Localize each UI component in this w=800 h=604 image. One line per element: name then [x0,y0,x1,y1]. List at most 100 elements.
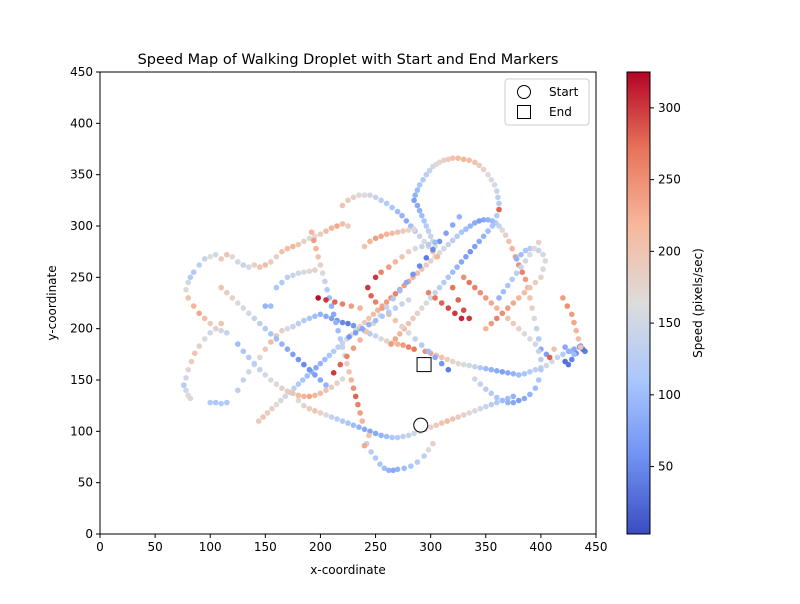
data-point [488,300,495,306]
data-point [564,303,571,309]
data-point [455,155,462,161]
data-point [361,426,368,433]
data-point [229,253,236,260]
x-tick-label: 400 [529,540,552,554]
data-point [365,284,371,291]
data-point [438,360,445,367]
data-point [317,410,324,416]
data-point [495,194,501,201]
data-point [201,315,208,322]
data-point [394,208,401,215]
data-point [279,341,285,347]
data-point [372,430,379,437]
data-point [410,315,416,322]
data-point [345,223,351,229]
data-point [542,258,549,264]
data-point [379,313,386,320]
data-point [317,360,324,367]
data-point [562,344,568,350]
data-point [235,387,241,394]
data-point [414,270,421,277]
data-point [427,295,434,301]
data-point [255,418,262,424]
data-point [477,364,484,371]
data-point [489,223,496,229]
data-point [312,392,318,399]
data-point [339,301,346,307]
data-point [400,433,406,440]
data-point [390,296,397,302]
x-tick-label: 450 [585,540,608,554]
data-point [183,286,189,293]
data-point [421,238,427,245]
data-point [240,262,247,268]
data-point [295,320,302,327]
data-point [332,299,338,305]
data-point [306,405,313,412]
data-point [295,381,302,387]
data-point [262,346,269,353]
data-point [434,253,441,260]
data-point [301,361,307,368]
data-point [543,362,550,369]
data-point [499,397,506,404]
data-point [246,369,252,375]
data-point [392,317,399,324]
data-point [472,363,478,370]
data-point [224,289,230,296]
data-point [405,320,412,327]
data-point [445,305,452,311]
data-point [488,366,495,373]
data-point [419,243,425,250]
data-point [538,274,544,281]
data-point [476,162,483,169]
x-tick-label: 300 [419,540,442,554]
data-point [352,330,359,336]
data-point [538,366,544,373]
data-point [350,194,357,201]
data-point [433,422,440,429]
y-tick-label: 350 [70,168,93,182]
data-point [405,227,412,233]
data-point [438,354,445,361]
data-point [361,243,368,250]
data-point [496,295,502,301]
data-point [334,416,340,422]
data-point [290,323,296,330]
data-point [390,467,397,474]
data-point [472,376,478,382]
data-point [569,356,575,363]
data-point [378,269,384,276]
data-point [529,305,535,311]
data-point [279,327,285,334]
data-point [313,364,319,371]
data-point [350,322,357,329]
data-point [339,202,346,209]
data-point [282,393,289,400]
data-point [452,310,458,317]
data-point [378,432,384,439]
data-point [496,206,502,213]
data-point [301,317,307,324]
data-point [425,348,432,355]
data-point [444,418,451,424]
data-point [521,371,528,377]
data-point [392,291,399,297]
data-point [284,325,291,332]
data-point [339,376,346,382]
legend-end-marker [517,105,531,119]
data-point [505,395,511,402]
colorbar-gradient [626,71,651,535]
data-point [339,221,346,227]
data-point [566,348,573,355]
data-point [436,159,443,166]
data-point [394,434,401,441]
data-point [532,341,539,347]
data-point [207,320,213,327]
end-marker [416,357,432,373]
data-point [425,241,432,248]
data-point [187,274,194,281]
y-tick-label: 150 [70,373,93,387]
data-point [423,171,430,178]
data-point [532,385,539,392]
